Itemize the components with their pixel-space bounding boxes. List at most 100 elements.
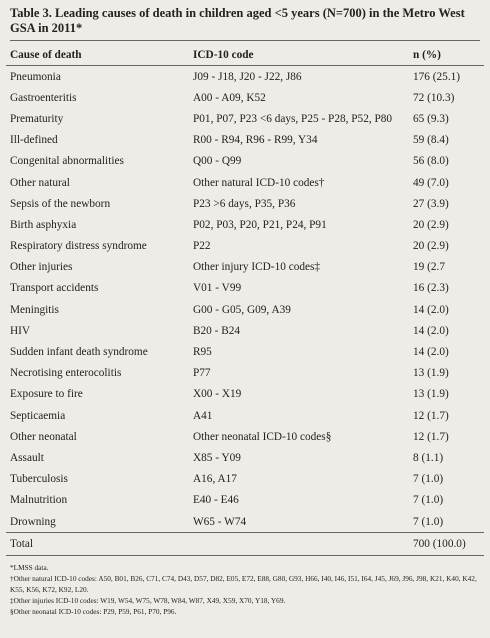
- table-row: Birth asphyxia P02, P03, P20, P21, P24, P…: [6, 214, 484, 235]
- table-cell: Assault: [10, 451, 44, 464]
- table-cell: 14 (2.0): [413, 324, 449, 337]
- table-cell: 56 (8.0): [413, 155, 449, 168]
- table-cell: J09 - J18, J20 - J22, J86: [193, 70, 302, 83]
- table-row: Necrotising enterocolitis P77 13 (1.9): [6, 363, 484, 384]
- table-cell: 49 (7.0): [413, 176, 449, 189]
- table-cell: R00 - R94, R96 - R99, Y34: [193, 134, 318, 147]
- table-cell: [189, 532, 409, 557]
- table-cell: Transport accidents: [10, 282, 99, 295]
- table-cell: V01 - V99: [193, 282, 242, 295]
- table-cell: 12 (1.7): [413, 409, 449, 422]
- table-row: Congenital abnormalities Q00 - Q99 56 (8.0…: [6, 151, 484, 172]
- table-cell: 65 (9.3): [413, 112, 449, 125]
- table-cell: X85 - Y09: [193, 451, 241, 464]
- table-cell: Other natural: [10, 176, 70, 189]
- table-cell: Septicaemia: [10, 409, 66, 422]
- table-row: Transport accidents V01 - V99 16 (2.3): [6, 278, 484, 299]
- table-row: Pneumonia J09 - J18, J20 - J22, J86 176 (2…: [6, 66, 484, 88]
- table-cell: 7 (1.0): [413, 515, 444, 528]
- table-cell: Gastroenteritis: [10, 91, 77, 104]
- table-row: Other natural Other natural ICD-10 codes†…: [6, 172, 484, 193]
- table-row: Sudden infant death syndrome R95 14 (2.0): [6, 341, 484, 362]
- table-row: Tuberculosis A16, A17 7 (1.0): [6, 469, 484, 490]
- table-cell: E40 - E46: [193, 494, 239, 507]
- header-cell: n (%): [409, 45, 484, 66]
- footnote: *LMSS data.: [10, 563, 49, 573]
- total-label: Total: [6, 532, 189, 557]
- table-cell: Other neonatal ICD-10 codes§: [193, 430, 332, 443]
- table-cell: Drowning: [10, 515, 56, 528]
- table-row: Malnutrition E40 - E46 7 (1.0): [6, 490, 484, 511]
- table-cell: Tuberculosis: [10, 473, 68, 486]
- table-cell: 14 (2.0): [413, 346, 449, 359]
- table-cell: 59 (8.4): [413, 134, 449, 147]
- table-cell: Other injury ICD-10 codes‡: [193, 261, 321, 274]
- table-cell: 72 (10.3): [413, 91, 455, 104]
- table-row: Ill-defined R00 - R94, R96 - R99, Y34 59 (…: [6, 130, 484, 151]
- table-cell: HIV: [10, 324, 31, 337]
- total-value: 700 (100.0): [409, 532, 484, 557]
- footnote: ‡Other injuries ICD-10 codes: W19, W54, …: [10, 596, 286, 606]
- table-row: Sepsis of the newborn P23 >6 days, P35, P…: [6, 193, 484, 214]
- table-cell: P01, P07, P23 <6 days, P25 - P28, P52, P…: [193, 112, 393, 125]
- table-cell: Congenital abnormalities: [10, 155, 124, 168]
- table-cell: 27 (3.9): [413, 197, 449, 210]
- table-row: Other neonatal Other neonatal ICD-10 code…: [6, 426, 484, 447]
- table-cell: 14 (2.0): [413, 303, 449, 316]
- table-cell: W65 - W74: [193, 515, 247, 528]
- table-cell: Other natural ICD-10 codes†: [193, 176, 325, 189]
- table-row: Respiratory distress syndrome P22 20 (2.9): [6, 236, 484, 257]
- footnote: †Other natural ICD-10 codes: A50, B01, B…: [10, 574, 477, 595]
- table-cell: Other neonatal: [10, 430, 77, 443]
- table-cell: P22: [193, 240, 211, 253]
- table-cell: Sepsis of the newborn: [10, 197, 111, 210]
- table-cell: B20 - B24: [193, 324, 241, 337]
- table-cell: A41: [193, 409, 213, 422]
- footnote: §Other neonatal ICD-10 codes: P29, P59, …: [10, 607, 177, 617]
- table-cell: 13 (1.9): [413, 367, 449, 380]
- table-cell: Prematurity: [10, 112, 64, 125]
- table-cell: Sudden infant death syndrome: [10, 346, 148, 359]
- table-cell: Necrotising enterocolitis: [10, 367, 122, 380]
- table-cell: P02, P03, P20, P21, P24, P91: [193, 218, 327, 231]
- table-cell: 8 (1.1): [413, 451, 444, 464]
- table-cell: A16, A17: [193, 473, 237, 486]
- table-cell: 7 (1.0): [413, 473, 444, 486]
- table-cell: Exposure to fire: [10, 388, 83, 401]
- table-cell: G00 - G05, G09, A39: [193, 303, 291, 316]
- table-cell: Respiratory distress syndrome: [10, 240, 147, 253]
- table-row: Gastroenteritis A00 - A09, K52 72 (10.3): [6, 87, 484, 108]
- table-cell: Other injuries: [10, 261, 73, 274]
- table-cell: Ill-defined: [10, 134, 58, 147]
- table-cell: 7 (1.0): [413, 494, 444, 507]
- table-cell: 20 (2.9): [413, 240, 449, 253]
- table-cell: A00 - A09, K52: [193, 91, 266, 104]
- table-cell: 12 (1.7): [413, 430, 449, 443]
- table-cell: Meningitis: [10, 303, 59, 316]
- footnotes: *LMSS data. †Other natural ICD-10 codes: …: [10, 562, 480, 617]
- table: Cause of death ICD-10 code n (%) Pneumon…: [6, 45, 484, 557]
- table-row: Meningitis G00 - G05, G09, A39 14 (2.0): [6, 299, 484, 320]
- table-cell: Q00 - Q99: [193, 155, 242, 168]
- table-body: Pneumonia J09 - J18, J20 - J22, J86 176 (2…: [6, 66, 484, 557]
- total-row: Total 700 (100.0): [6, 532, 484, 557]
- table-row: HIV B20 - B24 14 (2.0): [6, 320, 484, 341]
- table-cell: 20 (2.9): [413, 218, 449, 231]
- table-cell: 176 (25.1): [413, 70, 461, 83]
- header-cell: ICD-10 code: [189, 45, 409, 66]
- table-cell: Pneumonia: [10, 70, 61, 83]
- table-row: Prematurity P01, P07, P23 <6 days, P25 - …: [6, 108, 484, 129]
- table-row: Exposure to fire X00 - X19 13 (1.9): [6, 384, 484, 405]
- table-cell: 16 (2.3): [413, 282, 449, 295]
- table-title: Table 3. Leading causes of death in chil…: [10, 6, 480, 41]
- table-cell: 13 (1.9): [413, 388, 449, 401]
- table-cell: 19 (2.7: [413, 261, 446, 274]
- header-cell: Cause of death: [6, 45, 189, 66]
- header-row: Cause of death ICD-10 code n (%): [6, 45, 484, 66]
- table-row: Other injuries Other injury ICD-10 codes‡…: [6, 257, 484, 278]
- table-row: Drowning W65 - W74 7 (1.0): [6, 511, 484, 533]
- table-cell: R95: [193, 346, 212, 359]
- table-row: Septicaemia A41 12 (1.7): [6, 405, 484, 426]
